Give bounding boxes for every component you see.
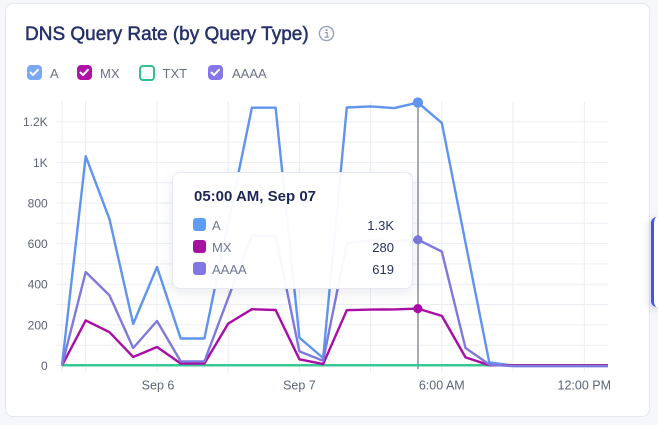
svg-text:6:00 AM: 6:00 AM (419, 378, 465, 392)
svg-text:200: 200 (28, 318, 48, 332)
svg-text:400: 400 (28, 278, 48, 292)
svg-text:1K: 1K (33, 156, 48, 170)
svg-text:Sep 7: Sep 7 (283, 378, 316, 392)
svg-text:0: 0 (41, 359, 48, 373)
svg-text:12:00 PM: 12:00 PM (558, 378, 612, 392)
svg-text:Sep 6: Sep 6 (142, 378, 175, 392)
svg-text:600: 600 (28, 237, 48, 251)
svg-text:1.2K: 1.2K (23, 115, 48, 129)
svg-text:800: 800 (28, 197, 48, 211)
